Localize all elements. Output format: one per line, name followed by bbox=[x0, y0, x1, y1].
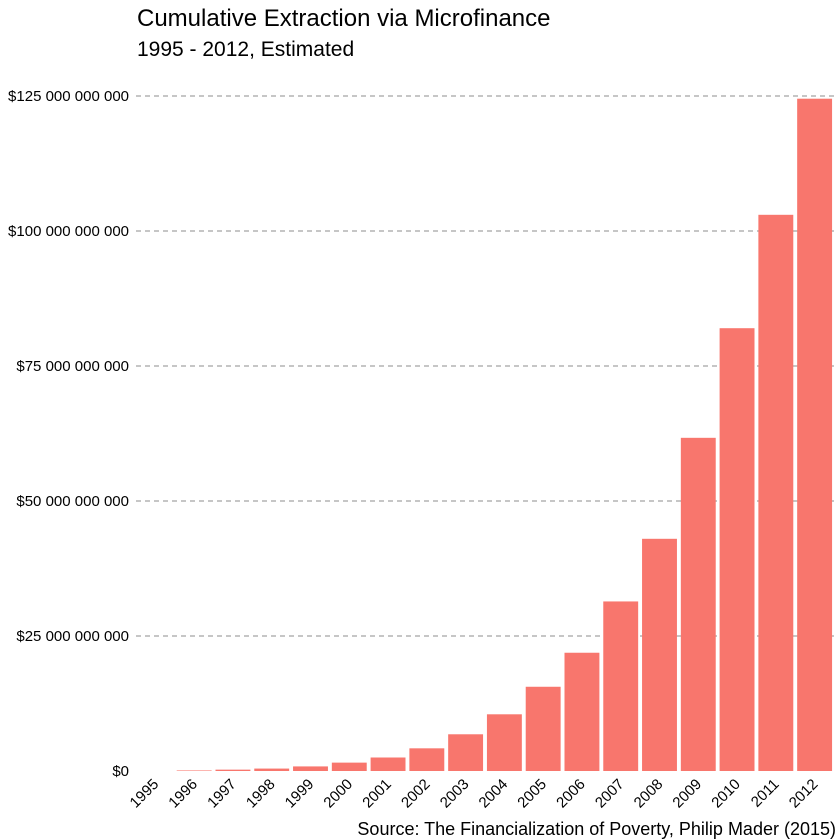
bar-1997 bbox=[215, 769, 251, 771]
x-tick-label: 1996 bbox=[165, 776, 201, 812]
x-tick-label: 2004 bbox=[476, 776, 512, 812]
y-tick-label: $0 bbox=[112, 763, 129, 780]
bar-2012 bbox=[797, 98, 833, 771]
bar-1999 bbox=[293, 766, 328, 771]
y-axis-ticks: $0 $25 000 000 000 $50 000 000 000 $75 000 … bbox=[8, 88, 129, 780]
y-tick-label: $125 000 000 000 bbox=[8, 88, 129, 105]
x-tick-label: 2005 bbox=[514, 776, 550, 812]
bars bbox=[176, 98, 833, 772]
bar-1998 bbox=[254, 768, 290, 771]
x-tick-label: 2010 bbox=[708, 776, 744, 812]
x-tick-label: 2006 bbox=[553, 776, 589, 812]
bar-2000 bbox=[331, 762, 367, 771]
bar-2007 bbox=[603, 601, 639, 771]
bar-2009 bbox=[680, 437, 716, 771]
chart-subtitle: 1995 - 2012, Estimated bbox=[137, 38, 355, 61]
x-tick-label: 2000 bbox=[320, 776, 356, 812]
bar-1996 bbox=[176, 770, 212, 771]
x-tick-label: 2001 bbox=[359, 776, 395, 812]
bar-2002 bbox=[409, 748, 445, 771]
y-tick-label: $100 000 000 000 bbox=[8, 223, 129, 240]
x-tick-label: 2008 bbox=[631, 776, 667, 812]
x-tick-label: 2002 bbox=[398, 776, 434, 812]
bar-2008 bbox=[642, 538, 677, 771]
x-tick-label: 1997 bbox=[204, 776, 240, 812]
bar-2006 bbox=[564, 652, 600, 771]
bar-2003 bbox=[448, 734, 484, 771]
y-tick-label: $50 000 000 000 bbox=[16, 493, 129, 510]
x-tick-label: 2009 bbox=[669, 776, 705, 812]
bar-2005 bbox=[525, 686, 561, 771]
y-tick-label: $75 000 000 000 bbox=[16, 358, 129, 375]
chart-title: Cumulative Extraction via Microfinance bbox=[137, 5, 551, 32]
chart-caption: Source: The Financialization of Poverty,… bbox=[357, 819, 836, 839]
x-tick-label: 2007 bbox=[592, 776, 628, 812]
bar-2010 bbox=[719, 328, 755, 771]
bar-2001 bbox=[370, 757, 406, 771]
x-tick-label: 2011 bbox=[748, 776, 783, 811]
x-tick-label: 1999 bbox=[282, 776, 318, 812]
x-tick-label: 1995 bbox=[127, 776, 163, 812]
x-axis-ticks: 1995 1996 1997 1998 1999 2000 2001 2002 2003 2004… bbox=[127, 776, 822, 812]
x-tick-label: 2012 bbox=[786, 776, 822, 812]
x-tick-label: 1998 bbox=[243, 776, 279, 812]
x-tick-label: 2003 bbox=[437, 776, 473, 812]
bar-2011 bbox=[758, 214, 794, 772]
bar-2004 bbox=[486, 714, 522, 771]
y-tick-label: $25 000 000 000 bbox=[16, 628, 129, 645]
